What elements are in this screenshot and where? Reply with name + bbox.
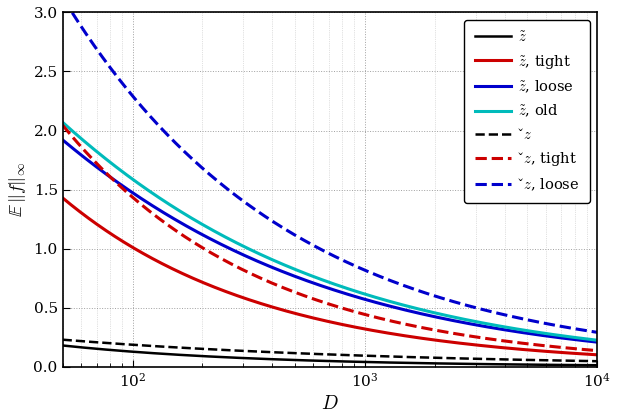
$\tilde{z}$, old xyxy=(426,309,433,314)
$\check{z}$ xyxy=(294,351,302,356)
$\check{z}$, loose xyxy=(593,330,601,335)
$\check{z}$ xyxy=(426,355,433,360)
$\check{z}$ xyxy=(275,350,282,355)
$\tilde{z}$, tight xyxy=(59,195,66,200)
$\check{z}$, loose xyxy=(114,74,121,79)
Line: $\tilde{z}$, loose: $\tilde{z}$, loose xyxy=(62,140,597,342)
X-axis label: $D$: $D$ xyxy=(321,395,339,413)
$\check{z}$ xyxy=(114,341,121,346)
$\tilde{z}$, tight xyxy=(294,312,302,317)
$\tilde{z}$ xyxy=(275,357,282,362)
$\tilde{z}$, old xyxy=(59,120,66,125)
$\check{z}$ xyxy=(476,356,483,361)
Line: $\check{z}$: $\check{z}$ xyxy=(62,340,597,361)
$\check{z}$ xyxy=(593,359,601,364)
$\tilde{z}$, tight xyxy=(476,343,483,348)
$\tilde{z}$ xyxy=(593,363,601,368)
$\tilde{z}$, old xyxy=(485,322,493,327)
$\check{z}$, tight xyxy=(275,284,282,289)
$\tilde{z}$, old xyxy=(476,320,483,325)
$\tilde{z}$ xyxy=(485,362,493,367)
$\tilde{z}$, old xyxy=(294,268,302,273)
$\tilde{z}$ xyxy=(426,361,433,366)
Line: $\tilde{z}$, old: $\tilde{z}$, old xyxy=(62,122,597,340)
$\check{z}$, loose xyxy=(485,309,493,314)
$\tilde{z}$, loose xyxy=(593,340,601,345)
$\tilde{z}$, old xyxy=(275,260,282,265)
Legend: $\tilde{z}$, $\tilde{z}$, tight, $\tilde{z}$, loose, $\tilde{z}$, old, $\check{z: $\tilde{z}$, $\tilde{z}$, tight, $\tilde… xyxy=(464,20,590,203)
$\tilde{z}$ xyxy=(294,357,302,362)
$\check{z}$ xyxy=(485,357,493,362)
$\check{z}$, loose xyxy=(476,306,483,311)
$\tilde{z}$, loose xyxy=(426,313,433,318)
$\check{z}$, loose xyxy=(275,223,282,228)
$\tilde{z}$, tight xyxy=(114,235,121,240)
$\check{z}$, tight xyxy=(114,181,121,186)
$\tilde{z}$, loose xyxy=(114,180,121,185)
$\tilde{z}$, loose xyxy=(275,268,282,273)
Y-axis label: $\mathbb{E}\,\|f\|_\infty$: $\mathbb{E}\,\|f\|_\infty$ xyxy=(7,162,28,218)
$\check{z}$, loose xyxy=(294,234,302,239)
$\tilde{z}$, loose xyxy=(476,323,483,328)
$\tilde{z}$ xyxy=(114,348,121,353)
$\check{z}$, tight xyxy=(426,327,433,332)
$\tilde{z}$, old xyxy=(593,338,601,343)
$\tilde{z}$, loose xyxy=(59,137,66,142)
$\tilde{z}$ xyxy=(59,343,66,348)
$\tilde{z}$, tight xyxy=(485,344,493,349)
$\check{z}$, loose xyxy=(426,292,433,297)
$\tilde{z}$, old xyxy=(114,165,121,170)
$\tilde{z}$, loose xyxy=(294,275,302,280)
$\check{z}$, tight xyxy=(476,335,483,340)
$\tilde{z}$, tight xyxy=(275,306,282,311)
Line: $\check{z}$, loose: $\check{z}$, loose xyxy=(62,0,597,332)
Line: $\tilde{z}$, tight: $\tilde{z}$, tight xyxy=(62,198,597,355)
$\check{z}$, tight xyxy=(593,348,601,353)
$\check{z}$, tight xyxy=(59,123,66,128)
Line: $\tilde{z}$: $\tilde{z}$ xyxy=(62,346,597,365)
Line: $\check{z}$, tight: $\check{z}$, tight xyxy=(62,125,597,351)
$\tilde{z}$, loose xyxy=(485,325,493,330)
$\check{z}$, tight xyxy=(485,336,493,341)
$\tilde{z}$, tight xyxy=(426,337,433,342)
$\tilde{z}$ xyxy=(476,362,483,367)
$\check{z}$, tight xyxy=(294,291,302,296)
$\check{z}$ xyxy=(59,337,66,342)
$\tilde{z}$, tight xyxy=(593,352,601,357)
